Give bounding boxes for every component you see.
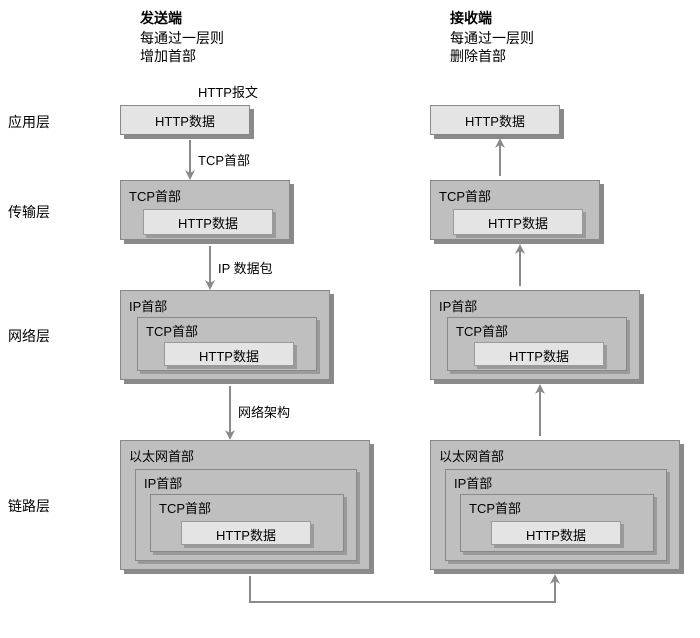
sender-link-box: 以太网首部 IP首部 TCP首部 HTTP数据: [120, 440, 374, 574]
sender-link-ip-hdr-label: IP首部: [144, 473, 182, 492]
sender-link-http-data: HTTP数据: [181, 521, 311, 545]
annot-tcp-hdr: TCP首部: [198, 150, 250, 169]
receiver-title: 接收端: [450, 8, 492, 28]
receiver-network-ip-hdr-label: IP首部: [439, 296, 477, 315]
sender-transport-http-data: HTTP数据: [143, 209, 273, 235]
receiver-network-http-data: HTTP数据: [474, 342, 604, 366]
diagram-stage: 发送端 每通过一层则 增加首部 接收端 每通过一层则 删除首部 应用层 传输层 …: [0, 0, 700, 638]
sender-network-http-data: HTTP数据: [164, 342, 294, 366]
receiver-transport-tcp-hdr-label: TCP首部: [439, 186, 491, 205]
receiver-note-1: 每通过一层则: [450, 28, 534, 48]
receiver-link-http-data: HTTP数据: [491, 521, 621, 545]
receiver-link-box: 以太网首部 IP首部 TCP首部 HTTP数据: [430, 440, 684, 574]
sender-link-tcp-hdr-label: TCP首部: [159, 498, 211, 517]
arrow-bottom-connector: [250, 576, 555, 602]
receiver-network-tcp-hdr-label: TCP首部: [456, 321, 508, 340]
annot-ip-pkt: IP 数据包: [218, 258, 273, 277]
annot-http-msg: HTTP报文: [198, 82, 258, 101]
annot-net-frame: 网络架构: [238, 402, 290, 421]
sender-link-eth-hdr-label: 以太网首部: [129, 446, 194, 465]
sender-app-box: HTTP数据: [120, 105, 254, 139]
layer-label-network: 网络层: [8, 326, 50, 346]
receiver-link-ip-hdr-label: IP首部: [454, 473, 492, 492]
layer-label-link: 链路层: [8, 496, 50, 516]
receiver-transport-http-data: HTTP数据: [453, 209, 583, 235]
sender-network-tcp-hdr-label: TCP首部: [146, 321, 198, 340]
sender-app-http-data: HTTP数据: [120, 105, 250, 135]
receiver-link-tcp-hdr-label: TCP首部: [469, 498, 521, 517]
sender-transport-box: TCP首部 HTTP数据: [120, 180, 294, 244]
sender-note-1: 每通过一层则: [140, 28, 224, 48]
sender-transport-tcp-hdr-label: TCP首部: [129, 186, 181, 205]
receiver-network-box: IP首部 TCP首部 HTTP数据: [430, 290, 644, 384]
receiver-app-http-data: HTTP数据: [430, 105, 560, 135]
sender-note-2: 增加首部: [140, 46, 196, 66]
sender-network-box: IP首部 TCP首部 HTTP数据: [120, 290, 334, 384]
layer-label-transport: 传输层: [8, 202, 50, 222]
sender-title: 发送端: [140, 8, 182, 28]
receiver-note-2: 删除首部: [450, 46, 506, 66]
receiver-link-eth-hdr-label: 以太网首部: [439, 446, 504, 465]
receiver-transport-box: TCP首部 HTTP数据: [430, 180, 604, 244]
sender-network-ip-hdr-label: IP首部: [129, 296, 167, 315]
receiver-app-box: HTTP数据: [430, 105, 564, 139]
layer-label-app: 应用层: [8, 112, 50, 132]
